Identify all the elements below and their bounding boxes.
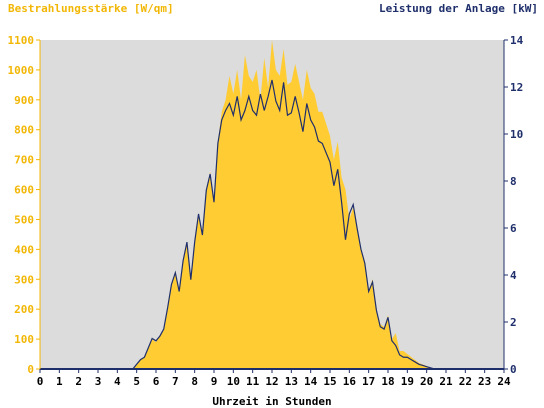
x-tick-label: 14 [304,375,318,388]
x-tick-label: 4 [114,375,121,388]
x-tick-label: 21 [439,375,453,388]
left-tick-label: 300 [14,273,34,286]
left-tick-label: 1000 [8,64,35,77]
left-axis-label: Bestrahlungsstärke [W/qm] [8,2,174,15]
x-tick-label: 11 [246,375,260,388]
right-tick-label: 12 [510,81,523,94]
left-tick-label: 900 [14,94,34,107]
x-tick-label: 7 [172,375,179,388]
x-tick-label: 5 [133,375,140,388]
left-tick-label: 200 [14,303,34,316]
left-tick-label: 600 [14,184,34,197]
left-tick-label: 500 [14,213,34,226]
x-tick-label: 22 [459,375,472,388]
left-tick-label: 1100 [8,34,35,47]
right-tick-label: 6 [510,222,517,235]
x-tick-label: 16 [343,375,357,388]
x-tick-label: 23 [478,375,491,388]
x-tick-label: 0 [37,375,44,388]
x-tick-label: 10 [227,375,240,388]
irradiance-area [40,40,504,369]
left-tick-label: 0 [27,363,34,376]
x-tick-label: 9 [211,375,218,388]
x-tick-label: 2 [75,375,82,388]
x-tick-label: 19 [401,375,414,388]
right-tick-label: 10 [510,128,523,141]
right-tick-label: 8 [510,175,517,188]
left-tick-label: 100 [14,333,34,346]
left-tick-label: 800 [14,124,34,137]
left-tick-label: 700 [14,154,34,167]
x-tick-label: 20 [420,375,433,388]
x-tick-label: 15 [323,375,336,388]
x-tick-label: 1 [56,375,63,388]
x-tick-label: 17 [362,375,375,388]
x-tick-label: 6 [153,375,160,388]
right-tick-label: 0 [510,363,517,376]
x-tick-label: 3 [95,375,102,388]
x-tick-label: 12 [265,375,278,388]
x-tick-label: 24 [497,375,511,388]
right-tick-label: 14 [510,34,524,47]
power-line [40,79,504,370]
right-tick-label: 2 [510,316,517,329]
right-tick-label: 4 [510,269,517,282]
x-tick-label: 13 [285,375,298,388]
x-tick-label: 18 [381,375,394,388]
right-axis-label: Leistung der Anlage [kW] [379,2,538,15]
left-tick-label: 400 [14,243,34,256]
x-tick-label: 8 [191,375,198,388]
x-axis-label: Uhrzeit in Stunden [212,395,331,408]
